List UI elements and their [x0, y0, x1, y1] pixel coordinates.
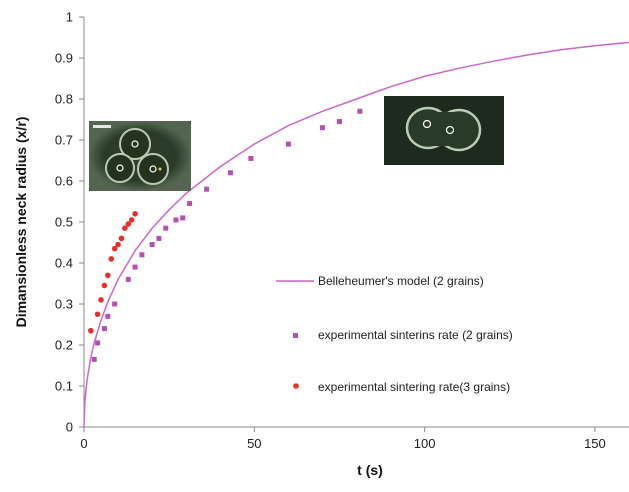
- data-point-circle: [88, 327, 94, 334]
- three-grain-micrograph: [89, 121, 191, 191]
- y-tick-label: 0.7: [55, 133, 73, 148]
- data-point-circle: [98, 297, 104, 303]
- data-point-square: [187, 201, 193, 207]
- data-point-square: [319, 125, 325, 131]
- data-point-square: [105, 313, 111, 319]
- y-tick-label: 0.9: [55, 51, 73, 66]
- y-tick-label: 0.5: [55, 215, 73, 230]
- data-point-circle: [128, 217, 135, 223]
- data-point-square: [156, 235, 162, 241]
- x-tick-label: 100: [414, 436, 436, 451]
- y-tick-label: 0: [66, 420, 73, 435]
- y-tick-label: 0.4: [55, 256, 73, 271]
- legend-label-three-grains: experimental sintering rate(3 grains): [318, 380, 510, 394]
- data-point-circle: [132, 211, 138, 217]
- data-point-circle: [115, 241, 121, 248]
- y-tick-label: 0.2: [55, 338, 73, 353]
- data-point-circle: [111, 245, 118, 252]
- data-point-square: [173, 217, 179, 223]
- data-point-square: [204, 186, 210, 192]
- data-point-square: [95, 340, 101, 346]
- three-grain-series: [88, 211, 138, 334]
- data-point-square: [336, 119, 342, 125]
- legend-item-model: Belleheumer's model (2 grains): [276, 274, 484, 288]
- y-tick-label: 0.1: [55, 379, 73, 394]
- x-tick-label: 50: [247, 436, 261, 451]
- data-point-circle: [125, 221, 132, 227]
- model-series: [83, 41, 629, 428]
- data-point-square: [125, 276, 131, 282]
- y-tick-label: 0.6: [55, 174, 73, 189]
- data-point-square: [227, 170, 233, 176]
- y-tick-label: 0.8: [55, 92, 73, 107]
- data-point-square: [149, 242, 155, 248]
- data-point-circle: [101, 282, 108, 289]
- data-point-square: [139, 252, 145, 258]
- x-tick-group: 0 50 100 150: [80, 427, 606, 451]
- legend: Belleheumer's model (2 grains) experimen…: [276, 274, 513, 394]
- data-point-square: [163, 225, 169, 231]
- legend-item-three-grains: experimental sintering rate(3 grains): [293, 380, 510, 394]
- data-point-square: [248, 155, 254, 161]
- data-point-square: [357, 108, 363, 114]
- data-point-circle: [122, 225, 128, 231]
- two-grain-series: [91, 108, 363, 362]
- data-point-circle: [94, 311, 101, 318]
- model-curve: [83, 41, 629, 428]
- x-tick-label: 150: [584, 436, 606, 451]
- data-point-circle: [105, 272, 111, 279]
- two-grain-micrograph: [384, 96, 504, 165]
- legend-circle-swatch: [293, 383, 299, 389]
- y-tick-group: 0 0.1 0.2 0.3 0.4 0.5 0.6 0.7 0.8 0.9 1: [55, 10, 84, 435]
- scale-bar: [93, 125, 111, 128]
- legend-square-swatch: [293, 333, 298, 338]
- data-point-square: [101, 326, 107, 332]
- data-point-circle: [108, 256, 115, 262]
- y-tick-label: 0.3: [55, 297, 73, 312]
- y-tick-label: 1: [66, 10, 73, 25]
- data-point-circle: [118, 235, 125, 242]
- data-point-square: [112, 301, 118, 307]
- axes: [83, 17, 629, 428]
- data-point-square: [285, 141, 291, 147]
- data-point-square: [132, 264, 138, 270]
- y-axis-title: Dimansionless neck radius (x/r): [13, 117, 29, 328]
- data-point-square: [91, 356, 97, 362]
- x-axis-title: t (s): [357, 462, 383, 478]
- legend-label-two-grains: experimental sinterins rate (2 grains): [318, 328, 513, 342]
- x-tick-label: 0: [80, 436, 87, 451]
- data-point-square: [180, 215, 186, 221]
- legend-label-model: Belleheumer's model (2 grains): [318, 274, 484, 288]
- legend-item-two-grains: experimental sinterins rate (2 grains): [293, 328, 513, 342]
